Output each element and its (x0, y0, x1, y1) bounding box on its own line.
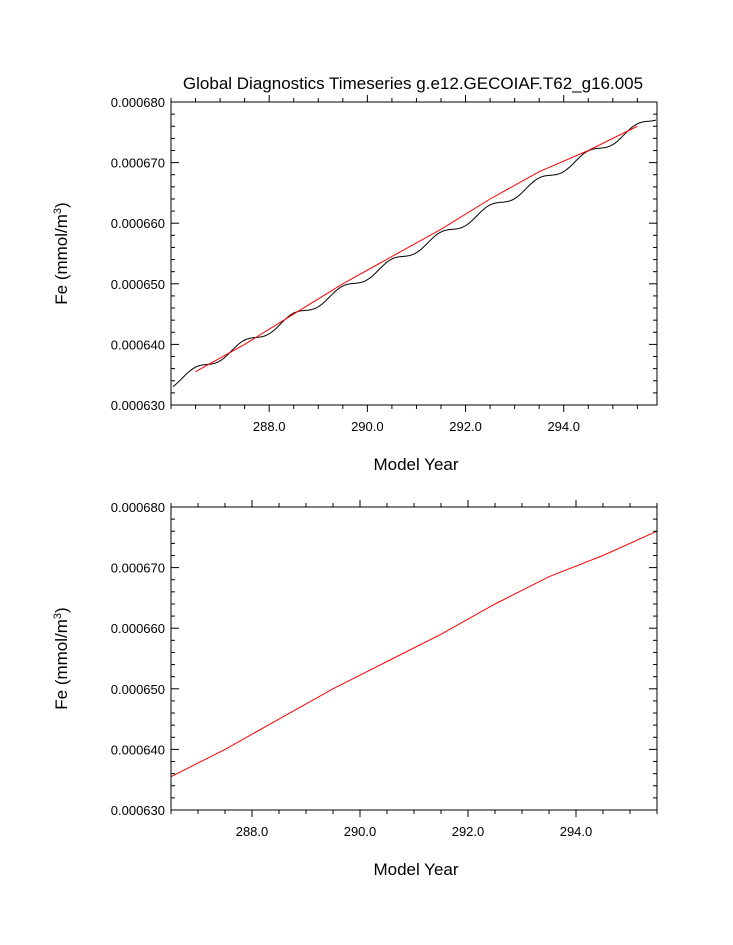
x-tick-label: 290.0 (351, 419, 384, 434)
x-tick-label: 292.0 (452, 824, 485, 839)
chart-title: Global Diagnostics Timeseries g.e12.GECO… (183, 74, 643, 93)
series-line-1 (195, 125, 638, 373)
y-tick-label: 0.000650 (111, 682, 165, 697)
bottom-panel: 0.000630 0.000640 0.000650 0.000660 0.000670… (52, 500, 658, 879)
y-tick-label: 0.000670 (111, 561, 165, 576)
y-tick-label: 0.000640 (111, 742, 165, 757)
plot-frame (170, 101, 658, 406)
y-tick-label: 0.000660 (111, 621, 165, 636)
x-tick-label: 288.0 (253, 419, 286, 434)
x-tick-label: 292.0 (449, 419, 482, 434)
y-tick-label: 0.000640 (111, 337, 165, 352)
x-tick-label: 294.0 (560, 824, 593, 839)
plot-frame (170, 506, 658, 811)
y-tick-label: 0.000680 (111, 95, 165, 110)
x-tick-label: 294.0 (547, 419, 580, 434)
y-tick-label: 0.000680 (111, 500, 165, 515)
y-tick-label: 0.000660 (111, 216, 165, 231)
x-tick-label: 290.0 (344, 824, 377, 839)
series-line-0 (172, 119, 657, 387)
x-tick-label: 288.0 (236, 824, 269, 839)
y-tick-label: 0.000630 (111, 398, 165, 413)
top-panel: 0.000630 0.000640 0.000650 0.000660 0.000670… (52, 95, 658, 474)
y-tick-label: 0.000630 (111, 803, 165, 818)
y-axis-label: Fe (mmol/m3) (52, 202, 71, 304)
x-axis-label: Model Year (373, 860, 458, 879)
series-line-0 (170, 530, 658, 778)
x-axis-label: Model Year (373, 455, 458, 474)
y-tick-label: 0.000650 (111, 277, 165, 292)
y-tick-label: 0.000670 (111, 156, 165, 171)
y-axis-label: Fe (mmol/m3) (52, 607, 71, 709)
